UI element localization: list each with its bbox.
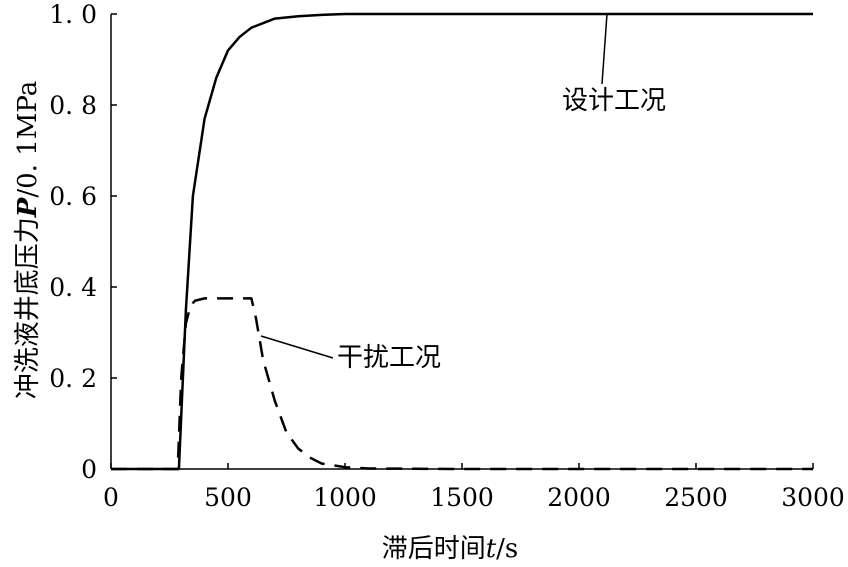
annotation-label-design: 设计工况 (562, 86, 666, 116)
x-axis-title: 滞后时间t/s (382, 534, 519, 564)
y-tick-label: 0. 6 (49, 182, 97, 211)
x-tick-label: 500 (204, 483, 252, 512)
annotation-leader-design (601, 13, 608, 85)
y-tick-label: 0. 8 (49, 91, 97, 120)
ticks: 0 500 1000 1500 2000 2500 3000 0 0. 2 0. 4 0. 6 0. … (49, 0, 845, 512)
x-tick-label: 2000 (547, 483, 611, 512)
y-tick-label: 0 (81, 455, 97, 484)
series-line-disturb (111, 297, 813, 471)
x-tick-label: 2500 (664, 483, 728, 512)
y-tick-label: 1. 0 (49, 0, 97, 29)
axes (110, 14, 813, 470)
y-tick-label: 0. 4 (49, 273, 97, 302)
series-line-design (111, 12, 813, 471)
x-tick-label: 0 (103, 483, 119, 512)
series-group (111, 12, 813, 471)
annotation-label-disturb: 干扰工况 (337, 343, 441, 373)
annotation-leader-disturb (260, 335, 334, 359)
y-axis-title: 冲洗液井底压力P/0. 1MPa (13, 81, 43, 399)
annotations: 设计工况 干扰工况 (260, 13, 666, 373)
y-tick-label: 0. 2 (49, 364, 97, 393)
x-tick-label: 1000 (313, 483, 377, 512)
x-tick-label: 3000 (781, 483, 845, 512)
x-tick-label: 1500 (430, 483, 494, 512)
